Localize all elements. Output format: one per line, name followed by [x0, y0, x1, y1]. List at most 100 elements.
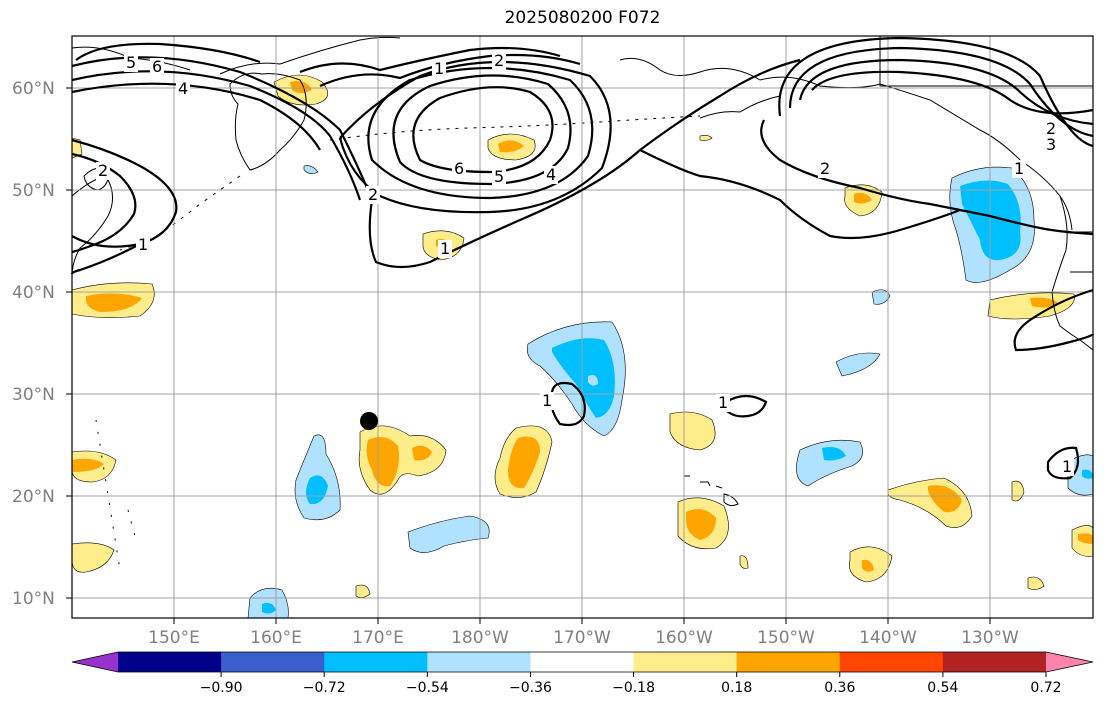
warm-anomaly-core	[928, 485, 962, 513]
cool-anomaly-core	[552, 338, 615, 418]
contour-label: 1	[542, 391, 552, 410]
contour-line	[338, 60, 612, 214]
warm-anomaly-patch	[355, 584, 371, 598]
contour-label: 1	[718, 393, 728, 412]
colorbar-extend-low	[72, 652, 118, 672]
colorbar-segment	[942, 652, 1047, 672]
colorbar-outline	[71, 651, 1094, 673]
warm-anomaly-patch	[1027, 576, 1045, 590]
warm-anomaly-core	[412, 445, 432, 461]
storm-center-marker	[360, 412, 378, 430]
warm-anomaly-core	[72, 458, 104, 472]
colorbar-segment	[633, 652, 738, 672]
contour-label: 2	[98, 161, 108, 180]
colorbar-segment	[118, 652, 222, 672]
contour-label: 3	[1046, 135, 1056, 154]
latitude-labels: 60°N 50°N 40°N 30°N 20°N 10°N	[12, 79, 55, 609]
contour-label: 4	[546, 165, 556, 184]
warm-anomaly-core	[862, 559, 874, 572]
contour-line	[412, 86, 554, 174]
colorbar-segment	[839, 652, 944, 672]
colorbar-label: −0.90	[200, 680, 243, 696]
contour-line	[71, 235, 141, 248]
axis-ticks	[66, 87, 991, 624]
colorbar-extend-high	[1046, 652, 1093, 672]
lat-label: 20°N	[12, 487, 55, 507]
canada-border	[879, 36, 1093, 87]
colorbar-segment	[427, 652, 531, 672]
contour-line	[71, 56, 801, 269]
contour-label: 1	[434, 59, 444, 78]
warm-anomaly-patch	[669, 411, 716, 451]
contour-label: 6	[152, 57, 162, 76]
map-title: 2025080200 F072	[504, 8, 661, 28]
contour-line	[392, 74, 572, 186]
contour-label: 1	[1014, 159, 1024, 178]
longitude-labels: 150°E 160°E 170°E 180°W 170°W 160°W 150°…	[148, 628, 1019, 648]
lon-label: 140°W	[859, 628, 917, 648]
contour-line	[549, 381, 586, 427]
cool-anomaly-core	[822, 447, 846, 461]
colorbar-label: 0.18	[721, 680, 752, 696]
contour-line	[798, 58, 1094, 126]
lon-label: 160°W	[655, 628, 713, 648]
contour-label: 2	[368, 185, 378, 204]
cool-anomaly-patch	[796, 439, 863, 487]
contour-line	[71, 82, 321, 151]
contour-label: 5	[494, 167, 504, 186]
contour-label: 2	[494, 51, 504, 70]
small-islands	[95, 419, 137, 571]
warm-anomaly-patch	[739, 555, 749, 569]
contour-label: 4	[178, 79, 188, 98]
colorbar-label: 0.36	[824, 680, 855, 696]
contour-label: 2	[820, 159, 830, 178]
colorbar-label: 0.72	[1030, 680, 1061, 696]
contour-line	[367, 66, 594, 200]
warm-anomaly-core	[854, 192, 872, 204]
contour-line	[724, 394, 768, 418]
cool-anomaly-patch	[871, 289, 891, 305]
contour-line	[639, 149, 961, 240]
lon-label: 180°W	[451, 628, 509, 648]
contour-line	[811, 70, 1094, 115]
warm-anomaly-core	[686, 509, 716, 540]
cool-anomaly-core	[262, 602, 276, 614]
contour-line	[75, 42, 261, 64]
lat-label: 40°N	[12, 283, 55, 303]
colorbar: −0.90 −0.72 −0.54 −0.36 −0.18 0.18 0.36 0.54 0.7…	[71, 651, 1094, 696]
cool-anomaly-core	[1082, 469, 1093, 479]
lon-label: 170°W	[553, 628, 611, 648]
lon-label: 150°E	[148, 628, 200, 648]
contours	[70, 36, 1095, 480]
cool-anomaly-hole	[588, 375, 598, 386]
cool-anomaly-patch	[835, 352, 881, 377]
warm-anomaly-core	[366, 437, 399, 487]
lat-label: 30°N	[12, 385, 55, 405]
contour-line	[70, 138, 178, 275]
warm-anomaly-core	[508, 436, 540, 489]
contour-line	[1013, 288, 1095, 352]
contour-label: 5	[126, 53, 136, 72]
contour-label: 1	[138, 235, 148, 254]
warm-anomaly-patch	[699, 135, 713, 141]
colorbar-label: −0.72	[303, 680, 346, 696]
contour-labels: 5 6 4 1 2 6 5 4 2 2 1 1 1 1 1 2 3 2 1	[96, 51, 1074, 476]
colorbar-label: −0.18	[612, 680, 655, 696]
cool-anomaly-core	[306, 475, 328, 505]
hawaii-islands	[684, 475, 739, 507]
north-america-coast	[1051, 195, 1094, 351]
warm-anomaly-core	[86, 293, 142, 312]
warm-anomaly-core	[290, 81, 312, 93]
colorbar-segment	[530, 652, 635, 672]
contour-line	[71, 70, 362, 201]
cool-anomaly-patch	[407, 515, 490, 553]
lon-label: 170°E	[352, 628, 404, 648]
colorbar-label: −0.54	[406, 680, 449, 696]
alaska-peninsula	[699, 95, 781, 119]
colorbar-label: −0.36	[509, 680, 552, 696]
colorbar-segment	[324, 652, 428, 672]
colorbar-segment	[736, 652, 841, 672]
colorbar-segment	[221, 652, 325, 672]
contour-label: 1	[440, 239, 450, 258]
lon-label: 150°W	[757, 628, 815, 648]
